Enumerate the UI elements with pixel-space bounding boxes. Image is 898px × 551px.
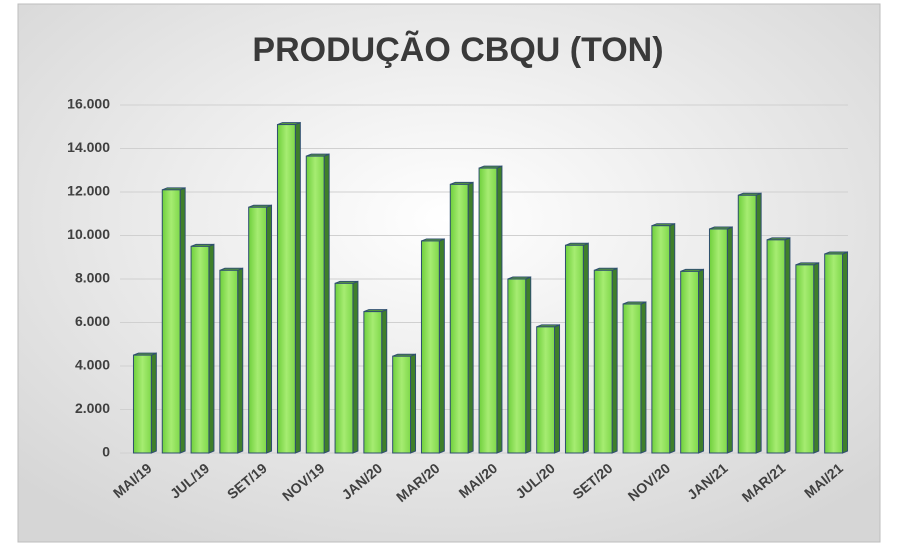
bar-side [179,187,186,454]
bar-side [381,308,388,454]
bar-side [208,243,215,454]
bar [564,244,584,454]
bar-side [611,267,618,454]
bar-side [525,276,532,454]
bar-side [582,242,589,454]
bar [132,354,152,454]
bar [478,167,498,454]
bar-side [410,353,417,454]
bar-side [467,181,474,454]
bar-side [352,280,359,454]
bar [795,264,815,454]
bar-side [554,324,561,454]
y-tick-label: 12.000 [67,183,110,199]
bar [161,189,181,454]
bar [593,269,613,454]
bar-side [150,352,157,454]
bar [536,326,556,454]
bar [219,269,239,454]
bar [737,194,757,454]
bar [680,270,700,454]
bar-side [640,301,647,454]
y-tick-label: 4.000 [75,357,110,373]
bar [392,355,412,454]
chart-title: PRODUÇÃO CBQU (TON) [252,31,663,69]
bar-side [294,121,301,454]
bar-side [438,238,445,454]
y-tick-label: 0 [102,444,110,460]
y-tick-label: 6.000 [75,313,110,329]
bar [824,253,844,454]
y-tick-label: 8.000 [75,270,110,286]
bar [622,303,642,454]
bar [449,183,469,454]
y-tick-label: 16.000 [67,96,110,112]
bar [248,206,268,454]
bar-side [698,268,705,454]
bar [766,239,786,454]
bar-side [813,262,820,454]
bar [190,245,210,454]
bar [708,228,728,454]
chart-background [17,3,881,543]
bar-side [237,267,244,454]
y-tick-label: 14.000 [67,139,110,155]
y-tick-label: 2.000 [75,400,110,416]
y-tick-label: 10.000 [67,226,110,242]
bar [363,311,383,454]
bar [334,282,354,454]
bar [305,155,325,454]
bar [420,240,440,454]
bar-side [784,237,791,454]
bar-side [496,165,503,454]
bar-side [323,153,330,454]
bar [507,278,527,454]
bar [276,124,296,454]
bar-side [266,204,273,454]
bar-side [755,192,762,454]
bar-side [726,226,733,454]
bar-side [842,251,849,454]
bar [651,225,671,454]
bar-side [669,222,676,454]
